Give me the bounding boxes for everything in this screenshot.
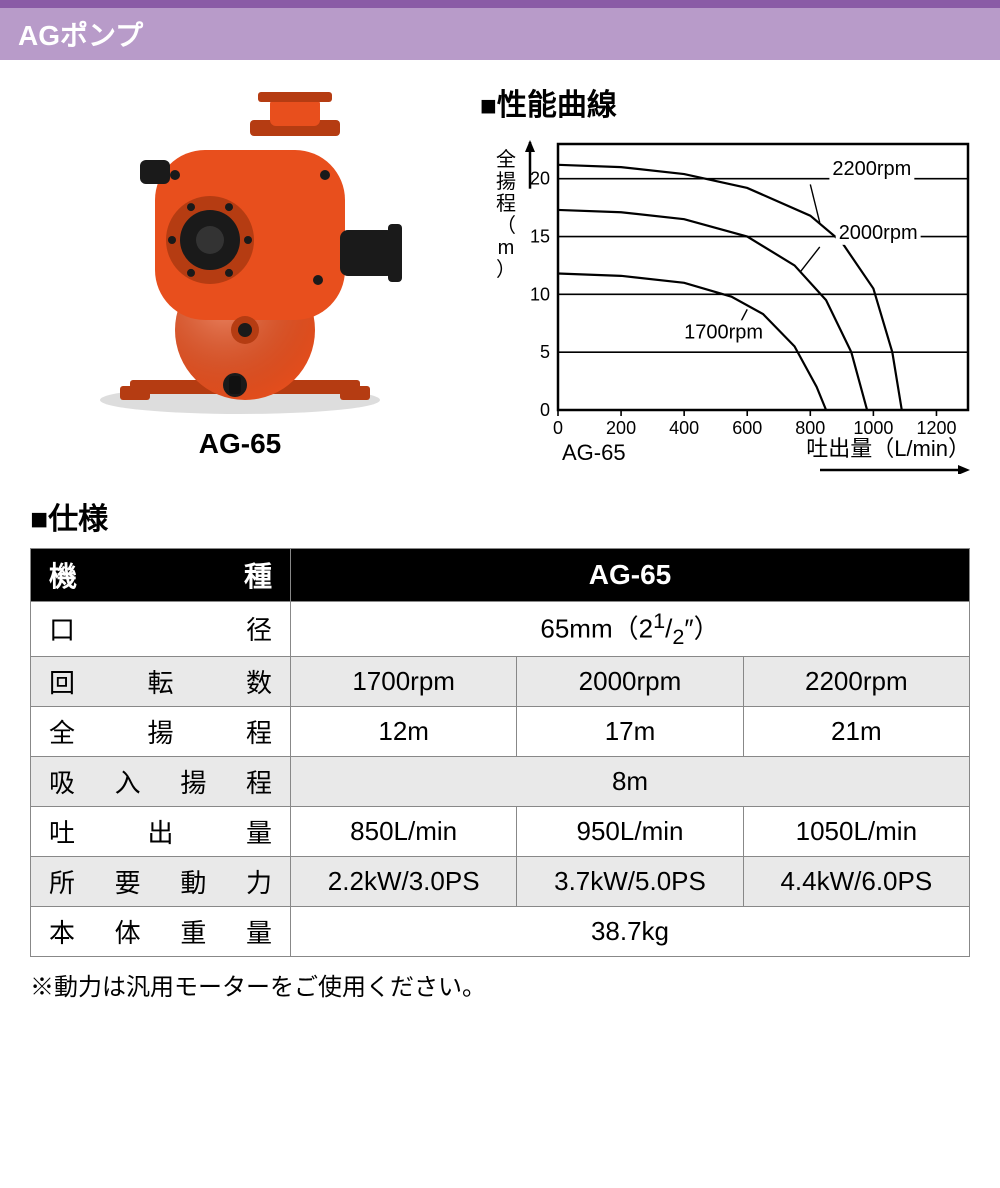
row-value: 65mm（21/2″） [291,602,970,657]
top-section: AG-65 ■性能曲線 0510152002004006008001000120… [0,60,1000,484]
spec-table: 機種 AG-65 口径65mm（21/2″）回転数1700rpm2000rpm2… [30,548,970,957]
svg-text:（: （ [496,214,516,237]
svg-text:吐出量（L/min）: 吐出量（L/min） [806,436,970,461]
row-label: 口径 [31,602,291,657]
chart-heading-text: 性能曲線 [497,89,617,122]
table-header-model: AG-65 [291,549,970,602]
row-value: 950L/min [517,806,743,856]
svg-text:m: m [498,237,515,259]
svg-text:200: 200 [606,418,636,438]
row-label: 本体重量 [31,906,291,956]
table-row: 本体重量38.7kg [31,906,970,956]
row-value: 21m [743,706,969,756]
spec-footnote: ※動力は汎用モーターをご使用ください。 [30,967,970,1002]
product-image [60,80,420,420]
table-header-label: 機種 [31,549,291,602]
svg-text:0: 0 [553,418,563,438]
row-value: 3.7kW/5.0PS [517,856,743,906]
svg-text:15: 15 [530,227,550,247]
row-value: 4.4kW/6.0PS [743,856,969,906]
svg-text:程: 程 [496,192,516,215]
svg-text:20: 20 [530,169,550,189]
svg-text:1000: 1000 [853,418,893,438]
spec-heading-text: 仕様 [48,503,108,536]
svg-text:1200: 1200 [916,418,956,438]
header-accent-band [0,0,1000,8]
table-row: 回転数1700rpm2000rpm2200rpm [31,656,970,706]
row-label: 吸入揚程 [31,756,291,806]
svg-text:）: ） [496,258,516,281]
table-row: 吐出量850L/min950L/min1050L/min [31,806,970,856]
performance-chart: 05101520020040060080010001200全揚程（m）2200r… [480,134,980,474]
table-row: 所要動力2.2kW/3.0PS3.7kW/5.0PS4.4kW/6.0PS [31,856,970,906]
page-title-bar: AGポンプ [0,8,1000,60]
row-value: 12m [291,706,517,756]
spec-heading: ■仕様 [30,494,970,538]
spec-section: ■仕様 機種 AG-65 口径65mm（21/2″）回転数1700rpm2000… [0,494,1000,1022]
svg-text:400: 400 [669,418,699,438]
product-column: AG-65 [30,80,450,474]
row-value: 850L/min [291,806,517,856]
svg-text:2000rpm: 2000rpm [839,222,918,244]
svg-text:0: 0 [540,400,550,420]
svg-text:10: 10 [530,284,550,304]
row-label: 所要動力 [31,856,291,906]
table-row: 吸入揚程8m [31,756,970,806]
svg-text:2200rpm: 2200rpm [832,158,911,180]
page-title: AGポンプ [18,20,143,51]
row-value: 17m [517,706,743,756]
row-value: 2.2kW/3.0PS [291,856,517,906]
row-value: 2000rpm [517,656,743,706]
row-label: 吐出量 [31,806,291,856]
chart-heading: ■性能曲線 [480,80,980,124]
svg-text:全: 全 [496,148,516,171]
row-value: 1050L/min [743,806,969,856]
row-value: 8m [291,756,970,806]
chart-column: ■性能曲線 05101520020040060080010001200全揚程（m… [480,80,980,474]
table-row: 全揚程12m17m21m [31,706,970,756]
table-row: 口径65mm（21/2″） [31,602,970,657]
row-value: 38.7kg [291,906,970,956]
square-bullet-icon: ■ [480,90,497,121]
square-bullet-icon: ■ [30,503,48,536]
row-value: 2200rpm [743,656,969,706]
svg-text:揚: 揚 [496,170,516,193]
svg-text:1700rpm: 1700rpm [684,321,763,343]
product-model-label: AG-65 [30,428,450,460]
svg-text:5: 5 [540,342,550,362]
row-label: 全揚程 [31,706,291,756]
svg-text:AG-65: AG-65 [562,440,626,465]
row-label: 回転数 [31,656,291,706]
row-value: 1700rpm [291,656,517,706]
svg-text:800: 800 [795,418,825,438]
svg-text:600: 600 [732,418,762,438]
